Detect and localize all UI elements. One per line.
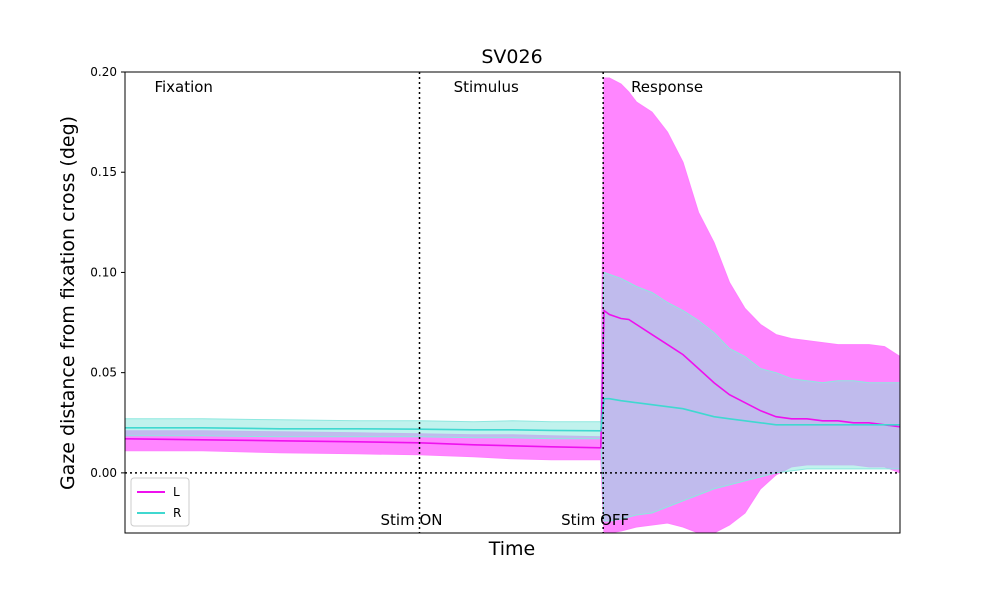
phase-label: Response xyxy=(631,78,703,96)
chart-title: SV026 xyxy=(481,46,542,68)
series-band-R xyxy=(125,271,900,522)
plot-frame xyxy=(124,71,901,534)
y-tick-label: 0.05 xyxy=(90,366,117,380)
legend-label-R: R xyxy=(173,506,181,520)
event-marker-label: Stim OFF xyxy=(561,511,629,529)
phase-label: Stimulus xyxy=(454,78,519,96)
legend: LR xyxy=(130,477,190,527)
y-axis: 0.00 0.05 0.10 0.15 0.20 xyxy=(90,65,125,480)
x-axis-label: Time xyxy=(488,538,536,560)
legend-label-L: L xyxy=(173,485,180,499)
y-tick-label: 0.10 xyxy=(90,265,117,279)
y-axis-label: Gaze distance from fixation cross (deg) xyxy=(57,116,79,490)
series-line-L xyxy=(125,308,900,449)
y-tick-label: 0.20 xyxy=(90,65,117,79)
phase-label: Fixation xyxy=(154,78,213,96)
series-line-R xyxy=(125,397,900,432)
event-marker-label: Stim ON xyxy=(381,511,443,529)
y-tick-label: 0.00 xyxy=(90,466,117,480)
y-tick-label: 0.15 xyxy=(90,165,117,179)
plot-area xyxy=(125,77,900,533)
